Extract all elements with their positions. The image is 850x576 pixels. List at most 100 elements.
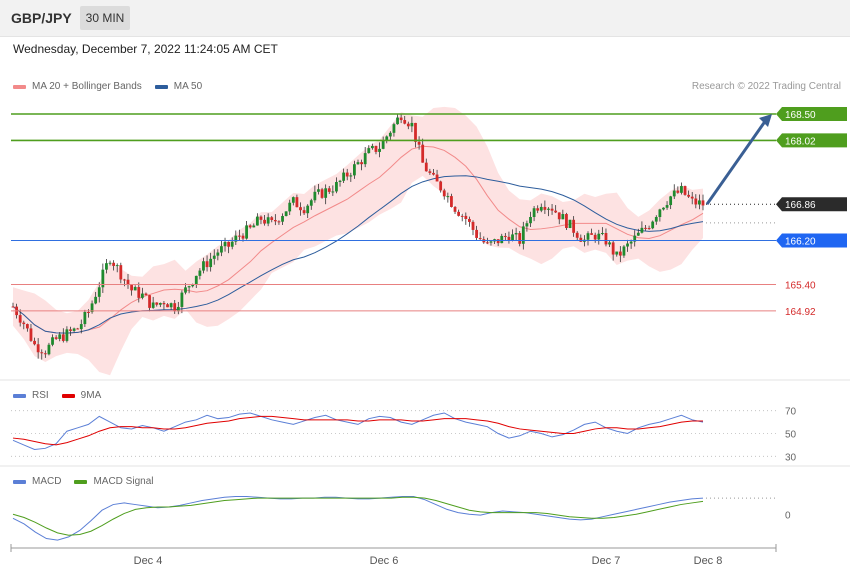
candle-body: [475, 229, 478, 238]
rsi-ma-line: [12, 415, 703, 446]
candle-body: [554, 210, 558, 213]
candle-body: [227, 241, 231, 247]
candle-body: [496, 239, 500, 244]
candle-body: [180, 292, 184, 307]
x-tick-label: Dec 7: [592, 555, 621, 567]
candle-body: [230, 241, 234, 247]
candle-body: [525, 223, 529, 227]
candle-body: [72, 328, 76, 331]
legend-swatch-9ma: [61, 393, 75, 398]
candle-body: [654, 217, 658, 222]
candle-body: [123, 279, 126, 281]
candle-body: [97, 287, 101, 297]
candle-body: [590, 233, 593, 235]
rsi-legend: RSI 9MA: [13, 390, 101, 401]
candle-body: [611, 242, 615, 255]
timeframe-button[interactable]: 30 MIN: [80, 6, 130, 30]
candle-body: [676, 190, 680, 193]
candle-body: [255, 216, 259, 226]
level-tag: [776, 133, 847, 148]
candle-body: [248, 225, 252, 228]
candle-body: [295, 197, 299, 208]
candle-body: [338, 180, 342, 182]
candle-body: [683, 186, 687, 195]
price-panel: [11, 106, 705, 376]
candle-body: [410, 122, 414, 127]
projection-arrowhead: [759, 114, 772, 127]
candle-body: [58, 334, 62, 339]
candle-body: [317, 189, 320, 192]
candle-body: [442, 190, 446, 197]
candle-body: [640, 227, 644, 233]
candle-body: [385, 136, 389, 141]
candle-body: [61, 334, 65, 341]
candle-body: [622, 246, 626, 256]
candle-body: [471, 221, 475, 230]
candle-body: [270, 217, 274, 221]
candle-body: [223, 241, 227, 247]
level-label: 166.20: [785, 237, 816, 248]
candle-body: [162, 302, 166, 305]
candle-body: [69, 329, 72, 331]
candle-body: [36, 344, 40, 353]
candle-body: [593, 234, 597, 240]
candle-body: [586, 233, 590, 240]
macd-legend: MACD MACD Signal: [13, 476, 153, 487]
candle-body: [597, 233, 601, 240]
candle-body: [158, 302, 162, 305]
level-tag: [776, 107, 847, 121]
candle-body: [507, 236, 511, 241]
candle-body: [342, 172, 346, 181]
candle-body: [500, 235, 504, 244]
candle-body: [539, 206, 543, 211]
candle-body: [604, 233, 608, 245]
macd-line: [12, 495, 704, 541]
candle-body: [644, 227, 647, 229]
candle-body: [665, 205, 669, 208]
level-label: 168.02: [785, 136, 816, 147]
legend-label-macd-signal: MACD Signal: [93, 476, 154, 487]
legend-swatch-macd-signal: [74, 479, 88, 484]
candle-body: [370, 145, 374, 149]
candle-body: [65, 329, 69, 341]
candle-body: [126, 279, 130, 286]
level-label: 165.40: [785, 281, 816, 292]
candle-body: [259, 216, 263, 220]
candle-body: [468, 218, 471, 222]
candle-body: [618, 251, 622, 256]
candle-body: [331, 191, 335, 193]
level-tag: [776, 233, 847, 248]
candle-body: [557, 212, 561, 220]
symbol-title: GBP/JPY: [11, 10, 72, 26]
candle-body: [349, 175, 353, 177]
macd-signal-line: [12, 496, 704, 536]
candle-body: [543, 206, 547, 210]
candle-body: [446, 196, 450, 198]
candle-body: [155, 302, 159, 305]
candle-body: [626, 243, 629, 247]
candle-body: [209, 258, 213, 268]
candle-body: [320, 189, 324, 198]
candle-body: [137, 287, 141, 298]
candle-body: [403, 120, 407, 124]
candle-body: [421, 144, 425, 163]
candle-body: [115, 265, 119, 267]
candle-body: [184, 287, 187, 293]
candle-body: [489, 241, 493, 243]
candle-body: [130, 285, 133, 291]
candle-body: [363, 153, 367, 165]
projection-arrow-shaft: [705, 119, 768, 206]
candle-body: [439, 181, 443, 191]
candle-body: [399, 117, 403, 121]
candle-body: [450, 196, 453, 207]
candle-body: [40, 352, 44, 354]
legend-swatch-macd: [13, 479, 26, 484]
candle-body: [424, 162, 428, 172]
candle-body: [547, 208, 550, 210]
macd-tick-label: 0: [785, 510, 791, 521]
ma50-line: [12, 175, 704, 334]
level-label: 164.92: [785, 307, 816, 318]
candle-body: [166, 304, 169, 308]
rsi-line: [12, 412, 704, 450]
candle-body: [241, 235, 245, 239]
